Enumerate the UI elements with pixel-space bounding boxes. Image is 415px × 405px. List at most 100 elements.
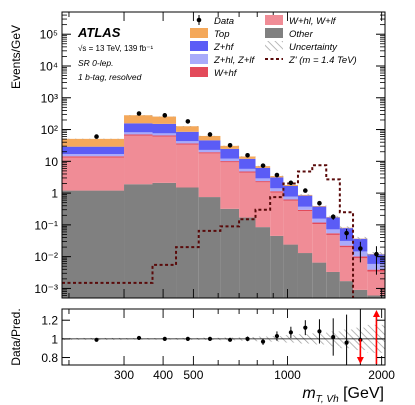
ratio-y-tick-label-1: 1 xyxy=(51,332,58,346)
bar-other-6 xyxy=(239,217,256,298)
bar-z-hl-z-lf-4 xyxy=(198,149,221,153)
uncertainty-bin-3 xyxy=(176,126,199,127)
x-tick-label-400: 400 xyxy=(153,368,173,382)
bar-z-hl-z-lf-10 xyxy=(297,206,313,210)
bar-top-3 xyxy=(176,126,199,132)
bar-z-hf-7 xyxy=(255,167,271,179)
y-tick-label--1: 10⁻¹ xyxy=(34,218,58,232)
legend-swatch-hatch xyxy=(265,41,283,51)
ratio-panel: 0.8 1 1.2 Data/Pred. 300 400 500 1000 2000 mT,… xyxy=(9,308,395,405)
x-tick-label-300: 300 xyxy=(114,368,134,382)
bar-z-hf-9 xyxy=(283,185,298,197)
legend-label: Other xyxy=(289,29,314,40)
bar-top-6 xyxy=(239,156,256,159)
bar-other-11 xyxy=(312,262,327,298)
uncertainty-bin-10 xyxy=(297,194,313,196)
bar-top-1 xyxy=(124,115,153,124)
legend-swatch xyxy=(190,41,208,51)
y-tick-label-3: 10³ xyxy=(41,91,58,105)
ratio-uncertainty-band xyxy=(62,324,385,353)
bar-top-2 xyxy=(152,116,177,124)
y-tick-label--3: 10⁻³ xyxy=(34,282,58,296)
bar-other-2 xyxy=(152,182,177,298)
bar-z-hf-12 xyxy=(326,217,340,230)
ratio-point-4 xyxy=(207,336,213,341)
bar-w-hl-w-lf-0 xyxy=(62,157,125,191)
x-tick-label-2000: 2000 xyxy=(368,368,395,382)
bar-w-hf-9 xyxy=(283,199,298,201)
y-axis-label: Events/GeV xyxy=(9,25,23,89)
legend-label: Z' (m = 1.4 TeV) xyxy=(288,55,357,66)
signal-line xyxy=(62,164,355,298)
y-tick-label-4: 10⁴ xyxy=(39,59,58,73)
bar-z-hl-z-lf-13 xyxy=(339,240,354,246)
bar-z-hl-z-lf-12 xyxy=(326,229,340,234)
bar-w-hl-w-lf-6 xyxy=(239,172,256,218)
legend-label: Data xyxy=(214,16,234,27)
legend-label: W+hl, W+lf xyxy=(289,16,337,27)
bar-other-9 xyxy=(283,244,298,298)
region-label-line2: 1 b-tag, resolved xyxy=(78,72,142,82)
bar-z-hf-4 xyxy=(198,140,221,150)
ratio-y-axis-label: Data/Pred. xyxy=(9,308,23,365)
ratio-point-7 xyxy=(260,339,266,344)
main-axes: 10⁵ 10⁴ 10³ 10² 10 1 10⁻¹ 10⁻² 10⁻³ xyxy=(34,11,385,299)
legend-data-marker xyxy=(196,17,202,23)
legend-swatch xyxy=(190,67,208,77)
ratio-point-3 xyxy=(185,336,190,341)
bar-z-hf-10 xyxy=(297,195,313,207)
bar-w-hl-w-lf-8 xyxy=(270,192,284,236)
bar-w-hf-10 xyxy=(297,209,313,212)
x-tick-labels: 300 400 500 1000 2000 xyxy=(114,368,395,382)
bar-z-hf-3 xyxy=(176,131,199,142)
legend-item-uncertainty: Uncertainty xyxy=(265,41,338,53)
bar-z-hl-z-lf-1 xyxy=(124,132,153,135)
legend-label: W+hf xyxy=(214,68,238,79)
bar-z-hl-z-lf-2 xyxy=(152,133,177,136)
x-axis-label-m: m xyxy=(302,385,315,402)
bar-other-8 xyxy=(270,235,284,298)
atlas-label-block: ATLAS √s = 13 TeV, 139 fb⁻¹ SR 0-lep. 1 … xyxy=(77,25,153,82)
ratio-point-0 xyxy=(94,337,99,342)
data-point-9 xyxy=(288,180,294,186)
bar-w-hl-w-lf-13 xyxy=(339,247,354,282)
data-point-6 xyxy=(245,152,250,158)
bar-other-5 xyxy=(220,208,240,298)
data-point-15 xyxy=(374,251,379,257)
bar-other-7 xyxy=(255,227,271,298)
ratio-y-tick-label-1-2: 1.2 xyxy=(41,314,58,328)
legend-swatch xyxy=(190,28,208,38)
uncertainty-bin-11 xyxy=(312,205,327,207)
data-point-4 xyxy=(207,132,213,137)
legend-swatch xyxy=(190,54,208,64)
data-point-3 xyxy=(185,119,191,124)
bar-other-3 xyxy=(176,187,199,298)
bar-z-hl-z-lf-8 xyxy=(270,188,284,192)
data-point-11 xyxy=(317,200,322,206)
bar-w-hf-8 xyxy=(270,191,284,193)
bar-top-0 xyxy=(62,138,125,147)
bar-w-hl-w-lf-1 xyxy=(124,135,153,185)
data-point-8 xyxy=(274,172,280,178)
bar-other-4 xyxy=(198,197,221,298)
data-points xyxy=(94,111,379,275)
bar-other-1 xyxy=(124,184,153,298)
ratio-point-2 xyxy=(162,336,167,341)
legend-item-z-m-1-4-tev: Z' (m = 1.4 TeV) xyxy=(265,55,357,66)
x-axis-label-unit: [GeV] xyxy=(339,385,384,402)
bar-other-15 xyxy=(367,295,385,298)
ratio-point-13 xyxy=(344,340,349,345)
data-point-10 xyxy=(303,188,308,193)
bar-w-hf-11 xyxy=(312,222,327,225)
legend-item-data: Data xyxy=(196,15,234,27)
ratio-point-1 xyxy=(136,335,142,341)
legend-item-other: Other xyxy=(265,28,314,40)
ratio-underflow-arrow-down-14 xyxy=(356,357,364,364)
y-tick-label-0: 1 xyxy=(51,187,58,201)
legend-item-w-hl-w-lf: W+hl, W+lf xyxy=(265,15,337,27)
bar-z-hl-z-lf-0 xyxy=(62,154,125,157)
main-panel: 10⁵ 10⁴ 10³ 10² 10 1 10⁻¹ 10⁻² 10⁻³ ATLAS √s = 1… xyxy=(9,11,386,299)
atlas-label: ATLAS xyxy=(77,25,121,40)
y-tick-label-1: 10 xyxy=(45,155,59,169)
energy-lumi-label: √s = 13 TeV, 139 fb⁻¹ xyxy=(78,44,153,53)
